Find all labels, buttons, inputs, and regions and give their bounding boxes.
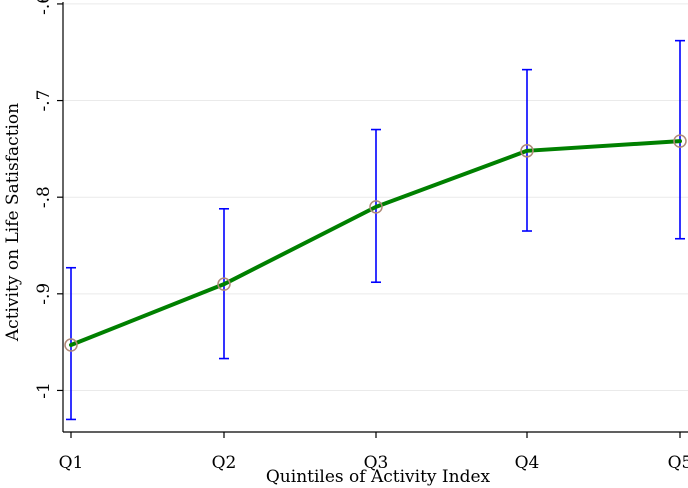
x-axis-label: Quintiles of Activity Index <box>266 467 491 487</box>
y-tick-label: -.6 <box>34 0 54 15</box>
y-tick-label: -.8 <box>34 186 54 208</box>
y-axis-label: Activity on Life Satisfaction <box>3 103 23 342</box>
data-point <box>217 277 231 291</box>
x-tick-label: Q5 <box>668 453 688 473</box>
x-tick-label: Q4 <box>515 453 540 473</box>
x-tick-label: Q3 <box>364 453 389 473</box>
error-bars <box>66 39 685 421</box>
x-ticks: Q1 Q2 Q3 Q4 Q5 <box>59 432 688 473</box>
y-tick-label: -1 <box>34 382 54 399</box>
data-point <box>673 134 687 148</box>
x-tick-label: Q1 <box>59 453 84 473</box>
data-point <box>64 338 78 352</box>
y-tick-label: -.7 <box>34 90 54 112</box>
data-point <box>369 200 383 214</box>
data-point <box>520 144 534 158</box>
series-line <box>69 139 682 348</box>
y-ticks: -1 -.9 -.8 -.7 -.6 <box>34 0 63 399</box>
series-markers <box>64 134 687 352</box>
y-tick-label: -.9 <box>34 283 54 305</box>
x-tick-label: Q2 <box>212 453 237 473</box>
